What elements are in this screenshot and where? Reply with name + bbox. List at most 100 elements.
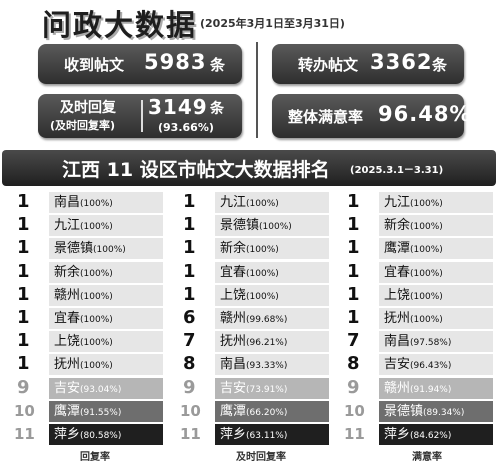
city-percentage: (93.33%) [246, 361, 288, 372]
rank-number: 1 [17, 307, 30, 328]
city-percentage: (100%) [93, 245, 126, 256]
city-cell: 九江(100%) [49, 215, 163, 237]
ranking-row: 7 南昌(97.58%) [344, 330, 500, 353]
city-cell: 宜春(100%) [215, 261, 329, 283]
stat-timely: 及时回复 (及时回复率) 3149 条 (93.66%) [38, 94, 242, 138]
city-cell: 上饶(100%) [49, 331, 163, 353]
city-percentage: (63.11%) [246, 431, 288, 441]
stat-timely-rate: (93.66%) [158, 121, 214, 134]
city-percentage: (100%) [80, 315, 113, 325]
rank-number: 11 [180, 425, 201, 443]
city-cell: 景德镇(100%) [215, 215, 329, 237]
city-name: 新余 [54, 264, 81, 280]
page-title: 问政大数据 [42, 8, 198, 42]
rank-number: 1 [347, 214, 360, 236]
ranking-row: 11 萍乡(80.58%) [14, 424, 174, 445]
city-percentage: (100%) [410, 222, 443, 233]
city-percentage: (100%) [246, 268, 279, 279]
city-name: 景德镇 [54, 241, 94, 257]
stat-timely-unit: 条 [210, 101, 224, 117]
city-percentage: (100%) [410, 268, 443, 279]
city-percentage: (100%) [80, 199, 113, 209]
stat-transferred: 转办帖文 3362 条 [272, 44, 464, 84]
city-percentage: (100%) [246, 291, 279, 302]
rank-number: 1 [17, 330, 30, 352]
city-cell: 鹰潭(91.55%) [49, 400, 163, 422]
city-percentage: (100%) [259, 222, 292, 233]
caption-timely-rate: 及时回复率 [236, 452, 286, 463]
city-percentage: (100%) [80, 361, 113, 372]
city-cell: 九江(100%) [379, 192, 493, 213]
city-cell: 南昌(100%) [49, 192, 163, 213]
city-name: 南昌 [384, 334, 411, 350]
rank-number: 9 [183, 376, 196, 398]
city-percentage: (96.21%) [246, 338, 288, 349]
city-name: 南昌 [220, 357, 247, 373]
city-percentage: (100%) [410, 245, 443, 256]
city-percentage: (96.43%) [410, 361, 452, 372]
ranking-row: 1 宜春(100%) [180, 260, 340, 283]
stat-satisfaction: 整体满意率 96.48% [272, 94, 470, 138]
ranking-row: 1 上饶(100%) [180, 284, 340, 306]
stat-posts-label: 收到帖文 [64, 56, 125, 74]
rank-number: 1 [17, 237, 30, 259]
stat-timely-value: 3149 [148, 95, 208, 119]
city-name: 吉安 [54, 380, 81, 396]
city-name: 赣州 [220, 311, 247, 326]
city-cell: 南昌(97.58%) [379, 331, 493, 353]
ranking-row: 9 赣州(91.94%) [344, 377, 500, 399]
city-name: 鹰潭 [54, 403, 81, 419]
city-percentage: (100%) [80, 222, 113, 233]
city-name: 抚州 [220, 334, 247, 350]
city-cell: 抚州(96.21%) [215, 331, 329, 353]
city-cell: 上饶(100%) [379, 284, 493, 306]
city-cell: 抚州(100%) [49, 354, 163, 376]
ranking-row: 10 鹰潭(66.20%) [180, 400, 340, 422]
rank-number: 1 [347, 307, 360, 328]
city-percentage: (91.94%) [410, 384, 452, 395]
city-name: 萍乡 [54, 427, 81, 442]
city-percentage: (100%) [410, 291, 443, 302]
city-name: 抚州 [384, 311, 411, 326]
ranking-row: 7 抚州(96.21%) [180, 330, 340, 353]
city-cell: 景德镇(89.34%) [379, 400, 493, 422]
ranking-row: 1 宜春(100%) [344, 261, 500, 283]
stat-timely-label: 及时回复 [60, 100, 116, 116]
ranking-header: 江西 11 设区市帖文大数据排名 (2025.3.1－3.31) [2, 150, 496, 186]
ranking-row: 1 景德镇(100%) [180, 214, 340, 237]
city-name: 南昌 [54, 195, 81, 210]
city-name: 宜春 [54, 311, 81, 326]
city-name: 抚州 [54, 357, 81, 373]
rank-number: 1 [183, 260, 196, 282]
ranking-row: 1 上饶(100%) [344, 283, 500, 306]
ranking-row: 1 上饶(100%) [14, 330, 174, 353]
city-percentage: (100%) [246, 245, 279, 256]
ranking-row: 9 吉安(73.91%) [180, 376, 340, 399]
stat-transferred-value: 3362 [370, 50, 433, 74]
ranking-row: 1 鹰潭(100%) [344, 237, 500, 260]
city-percentage: (91.55%) [80, 407, 122, 418]
city-percentage: (73.91%) [246, 384, 288, 395]
city-name: 赣州 [54, 287, 81, 303]
rank-number: 8 [347, 353, 360, 375]
city-name: 鹰潭 [384, 241, 411, 257]
ranking-row: 1 九江(100%) [14, 214, 174, 237]
stat-posts-unit: 条 [210, 56, 226, 74]
city-cell: 南昌(93.33%) [215, 354, 329, 376]
city-name: 萍乡 [384, 427, 411, 442]
caption-reply-rate: 回复率 [80, 452, 110, 463]
city-cell: 吉安(93.04%) [49, 377, 163, 399]
city-percentage: (100%) [80, 338, 113, 349]
city-name: 上饶 [384, 287, 411, 303]
rank-number: 9 [17, 376, 30, 398]
city-cell: 新余(100%) [215, 238, 329, 260]
ranking-row: 1 抚州(100%) [14, 353, 174, 376]
ranking-row: 1 新余(100%) [180, 237, 340, 260]
ranking-row: 6 赣州(99.68%) [180, 307, 340, 329]
ranking-row: 8 吉安(96.43%) [344, 353, 500, 376]
city-name: 新余 [220, 241, 247, 257]
city-cell: 上饶(100%) [215, 284, 329, 306]
rank-number: 1 [347, 283, 360, 305]
rank-number: 1 [347, 237, 360, 259]
rank-number: 10 [14, 401, 35, 420]
